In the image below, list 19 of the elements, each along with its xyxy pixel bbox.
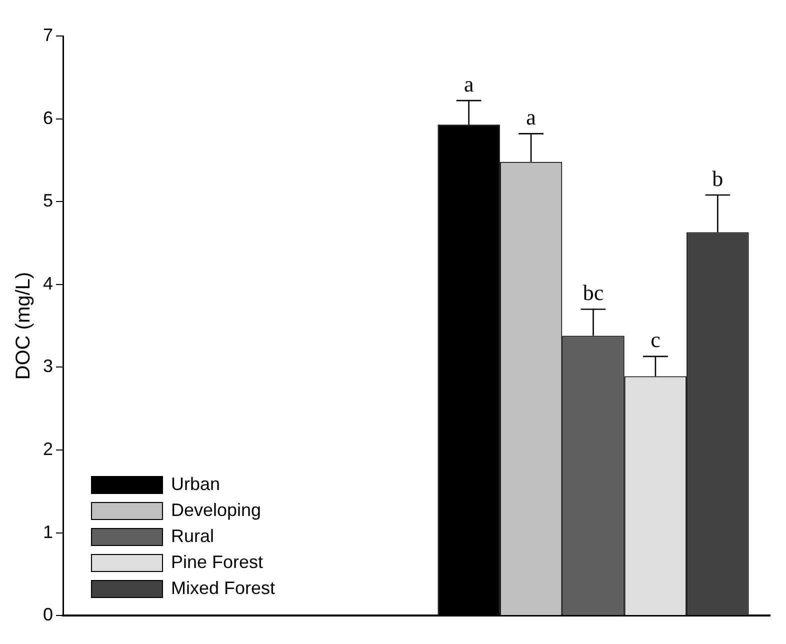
y-tick-label: 6 (42, 108, 54, 128)
annotation: bc (582, 280, 604, 306)
y-tick-label: 7 (42, 24, 54, 45)
y-tick-label: 2 (42, 438, 54, 459)
annotation: a (464, 71, 474, 96)
y-tick-label: 0 (42, 604, 54, 625)
legend-label: Urban (171, 474, 220, 496)
annotation: c (650, 327, 661, 352)
y-tick-label: 3 (42, 356, 54, 376)
legend-label: Rural (171, 526, 214, 548)
legend-label: Pine Forest (171, 552, 264, 574)
legend-label: Mixed Forest (171, 578, 276, 600)
y-tick-label: 4 (42, 273, 54, 294)
legend-label: Developing (171, 500, 262, 522)
y-tick-label: 1 (42, 522, 54, 542)
y-tick-label: 5 (42, 190, 54, 211)
annotation: b (712, 166, 724, 191)
annotation: a (526, 104, 536, 130)
y-axis-title: DOC (mg/L) (12, 272, 35, 380)
